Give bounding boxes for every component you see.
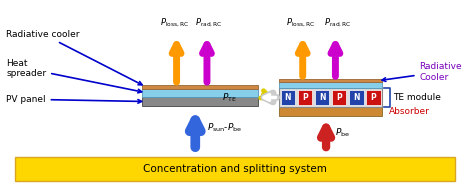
Text: $P_{\rm loss,RC}$: $P_{\rm loss,RC}$	[286, 17, 315, 29]
Text: N: N	[353, 93, 360, 102]
Text: Heat
spreader: Heat spreader	[6, 59, 142, 93]
Text: Radiative
Cooler: Radiative Cooler	[382, 62, 462, 82]
Bar	[315, 90, 329, 105]
Text: PV panel: PV panel	[6, 95, 142, 104]
Text: $P_{\rm rad,RC}$: $P_{\rm rad,RC}$	[324, 17, 352, 29]
Text: N: N	[319, 93, 326, 102]
Bar	[332, 90, 346, 105]
Bar	[279, 107, 382, 116]
Text: Radiative cooler: Radiative cooler	[6, 29, 142, 85]
Bar	[15, 157, 455, 181]
Bar	[281, 90, 295, 105]
Text: $P_{\rm rad,RC}$: $P_{\rm rad,RC}$	[195, 17, 223, 29]
Bar	[279, 88, 382, 107]
Text: N: N	[285, 93, 291, 102]
Bar	[279, 79, 382, 82]
Text: P: P	[371, 93, 376, 102]
Text: $P_{\rm loss,RC}$: $P_{\rm loss,RC}$	[160, 17, 189, 29]
Bar	[349, 90, 364, 105]
Text: $P_{\rm TE}$: $P_{\rm TE}$	[222, 91, 237, 104]
Text: Absorber: Absorber	[389, 107, 430, 116]
Text: $P_{\rm sun}$-$P_{\rm be}$: $P_{\rm sun}$-$P_{\rm be}$	[207, 122, 242, 135]
Text: P: P	[337, 93, 342, 102]
Bar	[142, 97, 258, 107]
Text: $P_{\rm PV}$: $P_{\rm PV}$	[279, 97, 295, 109]
Bar	[279, 82, 382, 88]
Bar	[142, 89, 258, 97]
Bar	[366, 90, 381, 105]
Bar	[142, 85, 258, 89]
Text: $P_{\rm be}$: $P_{\rm be}$	[336, 127, 350, 139]
Bar	[298, 90, 312, 105]
Text: TE module: TE module	[393, 93, 441, 102]
Text: Concentration and splitting system: Concentration and splitting system	[143, 164, 327, 174]
Text: P: P	[302, 93, 308, 102]
